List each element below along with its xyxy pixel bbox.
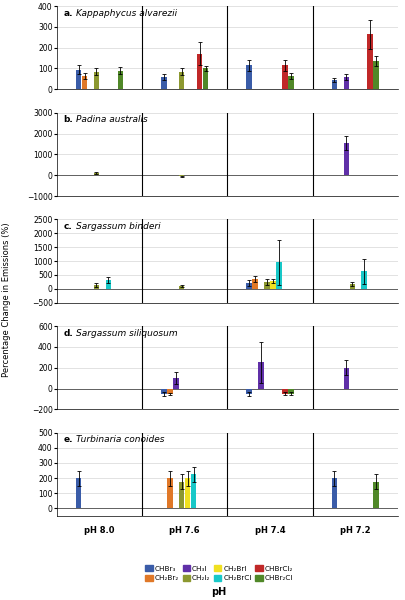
Bar xyxy=(349,284,354,289)
Bar xyxy=(258,362,263,389)
Bar xyxy=(179,286,184,289)
Bar xyxy=(270,281,275,289)
Bar xyxy=(202,68,208,89)
Bar xyxy=(288,389,293,394)
Text: d.: d. xyxy=(64,329,73,337)
Bar xyxy=(281,65,287,89)
Text: pH 7.2: pH 7.2 xyxy=(339,526,370,535)
Legend: CHBr₃, CH₂Br₂, CH₃I, CH₂I₂, CH₂BrI, CH₂BrCl, CHBrCl₂, CHBr₂Cl: CHBr₃, CH₂Br₂, CH₃I, CH₂I₂, CH₂BrI, CH₂B… xyxy=(145,565,292,581)
Bar xyxy=(166,478,172,508)
Bar xyxy=(252,279,257,289)
Text: pH: pH xyxy=(211,587,226,597)
Bar xyxy=(179,71,184,89)
Bar xyxy=(105,280,111,289)
Text: Turbinaria conoides: Turbinaria conoides xyxy=(75,435,164,444)
Text: Padina australis: Padina australis xyxy=(75,115,147,124)
Bar xyxy=(76,70,81,89)
Text: pH 7.6: pH 7.6 xyxy=(169,526,200,535)
Bar xyxy=(179,175,184,176)
Bar xyxy=(246,65,251,89)
Text: c.: c. xyxy=(64,222,72,231)
Bar xyxy=(343,368,348,389)
Text: pH 8.0: pH 8.0 xyxy=(84,526,115,535)
Text: pH 7.4: pH 7.4 xyxy=(254,526,285,535)
Bar xyxy=(331,80,336,89)
Bar xyxy=(264,282,269,289)
Bar xyxy=(117,71,123,89)
Bar xyxy=(373,482,378,508)
Bar xyxy=(173,378,178,389)
Bar xyxy=(81,76,87,89)
Bar xyxy=(161,389,166,394)
Text: Sargassum siliquosum: Sargassum siliquosum xyxy=(75,329,177,337)
Bar xyxy=(76,478,81,508)
Bar xyxy=(331,478,336,508)
Bar xyxy=(246,389,251,394)
Bar xyxy=(343,77,348,89)
Bar xyxy=(185,478,190,508)
Bar xyxy=(281,389,287,394)
Bar xyxy=(196,54,202,89)
Bar xyxy=(94,284,99,289)
Bar xyxy=(373,61,378,89)
Bar xyxy=(275,262,281,289)
Bar xyxy=(161,77,166,89)
Text: Kappaphycus alvarezii: Kappaphycus alvarezii xyxy=(75,8,176,17)
Bar xyxy=(343,143,348,175)
Bar xyxy=(246,283,251,289)
Bar xyxy=(94,173,99,175)
Text: b.: b. xyxy=(64,115,73,124)
Bar xyxy=(288,76,293,89)
Text: Percentage Change in Emissions (%): Percentage Change in Emissions (%) xyxy=(2,223,11,377)
Bar xyxy=(367,34,372,89)
Bar xyxy=(94,71,99,89)
Bar xyxy=(166,389,172,394)
Bar xyxy=(190,475,196,508)
Text: a.: a. xyxy=(64,8,73,17)
Bar xyxy=(179,482,184,508)
Text: e.: e. xyxy=(64,435,73,444)
Text: Sargassum binderi: Sargassum binderi xyxy=(75,222,160,231)
Bar xyxy=(360,271,366,289)
